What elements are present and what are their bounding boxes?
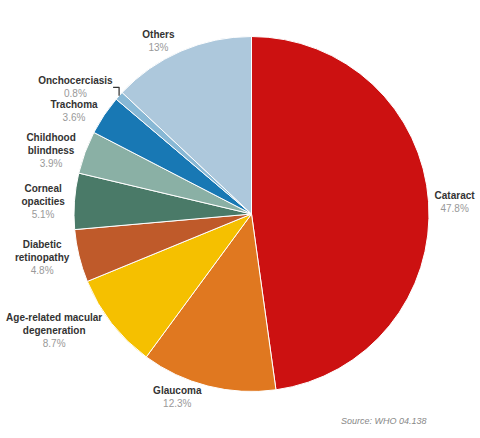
svg-text:Age-related maculardegeneratio: Age-related maculardegeneration8.7%	[6, 312, 102, 349]
svg-text:Childhoodblindness3.9%: Childhoodblindness3.9%	[26, 132, 75, 169]
svg-text:Trachoma3.6%: Trachoma3.6%	[50, 99, 98, 123]
svg-text:Onchocerciasis0.8%: Onchocerciasis0.8%	[38, 75, 113, 99]
svg-text:Diabeticretinopathy4.8%: Diabeticretinopathy4.8%	[15, 239, 70, 276]
svg-text:Others13%: Others13%	[142, 29, 175, 53]
svg-text:Source: WHO 04.138: Source: WHO 04.138	[341, 416, 427, 426]
svg-text:Cataract47.8%: Cataract47.8%	[435, 190, 476, 214]
svg-text:Cornealopacities5.1%: Cornealopacities5.1%	[21, 183, 65, 220]
svg-text:Glaucoma12.3%: Glaucoma12.3%	[153, 385, 202, 409]
